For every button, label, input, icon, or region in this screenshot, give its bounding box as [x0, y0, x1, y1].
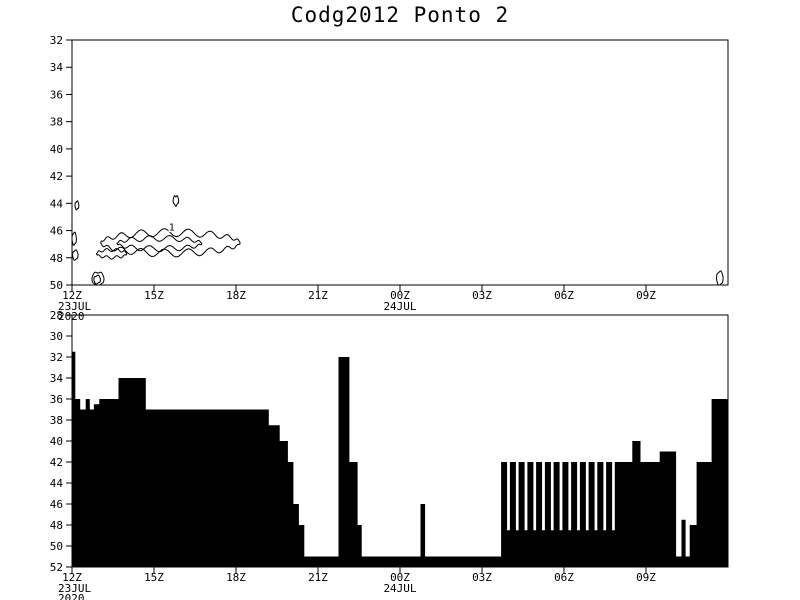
contour-line: [116, 235, 203, 253]
y-tick-label: 34: [50, 61, 64, 74]
x-tick-label: 03Z: [472, 571, 492, 584]
x-tick-label: 03Z: [472, 289, 492, 302]
contour-line: [93, 274, 101, 285]
date-label-day: 23JUL: [58, 582, 91, 595]
contour-line: [72, 231, 77, 246]
date-label-year: 2020: [58, 592, 85, 600]
contour-line: [100, 228, 241, 258]
x-tick-label: 15Z: [144, 571, 164, 584]
x-tick-label: 09Z: [636, 289, 656, 302]
contour-line: [91, 271, 105, 285]
date-label-year: 2020: [58, 310, 85, 323]
y-tick-label: 52: [50, 561, 63, 574]
contour-line: [172, 195, 180, 207]
y-tick-label: 38: [50, 116, 63, 129]
x-tick-label: 00Z: [390, 289, 410, 302]
chart-title: Codg2012 Ponto 2: [290, 3, 510, 27]
y-tick-label: 40: [50, 435, 63, 448]
y-tick-label: 36: [50, 393, 63, 406]
x-tick-label: 21Z: [308, 289, 328, 302]
y-tick-label: 32: [50, 351, 63, 364]
x-tick-label: 21Z: [308, 571, 328, 584]
y-tick-label: 50: [50, 540, 63, 553]
top-panel-content: 1: [72, 195, 724, 285]
contour-line: [96, 248, 128, 260]
x-tick-label: 00Z: [390, 571, 410, 584]
x-tick-label: 06Z: [554, 571, 574, 584]
y-tick-label: 28: [50, 309, 63, 322]
x-tick-label: 18Z: [226, 571, 246, 584]
x-tick-label: 15Z: [144, 289, 164, 302]
y-tick-label: 30: [50, 330, 63, 343]
y-tick-label: 42: [50, 170, 63, 183]
y-tick-label: 48: [50, 519, 63, 532]
y-tick-label: 44: [50, 197, 64, 210]
y-tick-label: 34: [50, 372, 64, 385]
y-tick-label: 46: [50, 225, 63, 238]
date-label-midnight: 24JUL: [383, 582, 416, 595]
date-label-day: 23JUL: [58, 300, 91, 313]
contour-line: [72, 249, 79, 261]
y-tick-label: 50: [50, 279, 63, 292]
contour-line: [74, 200, 80, 211]
x-tick-label: 12Z: [62, 571, 82, 584]
panel-frame: [71, 39, 729, 286]
x-tick-label: 18Z: [226, 289, 246, 302]
date-label-midnight: 24JUL: [383, 300, 416, 313]
x-tick-label: 09Z: [636, 571, 656, 584]
y-tick-label: 32: [50, 34, 63, 47]
y-tick-label: 44: [50, 477, 64, 490]
bottom-panel-content: [72, 351, 728, 567]
contour-label: 1: [169, 223, 175, 234]
y-tick-label: 38: [50, 414, 63, 427]
y-tick-label: 48: [50, 252, 63, 265]
y-tick-label: 42: [50, 456, 63, 469]
contour-line: [716, 270, 724, 285]
y-tick-label: 40: [50, 143, 63, 156]
area-fill: [72, 351, 728, 567]
x-tick-label: 06Z: [554, 289, 574, 302]
y-tick-label: 36: [50, 88, 63, 101]
x-tick-label: 12Z: [62, 289, 82, 302]
y-tick-label: 46: [50, 498, 63, 511]
